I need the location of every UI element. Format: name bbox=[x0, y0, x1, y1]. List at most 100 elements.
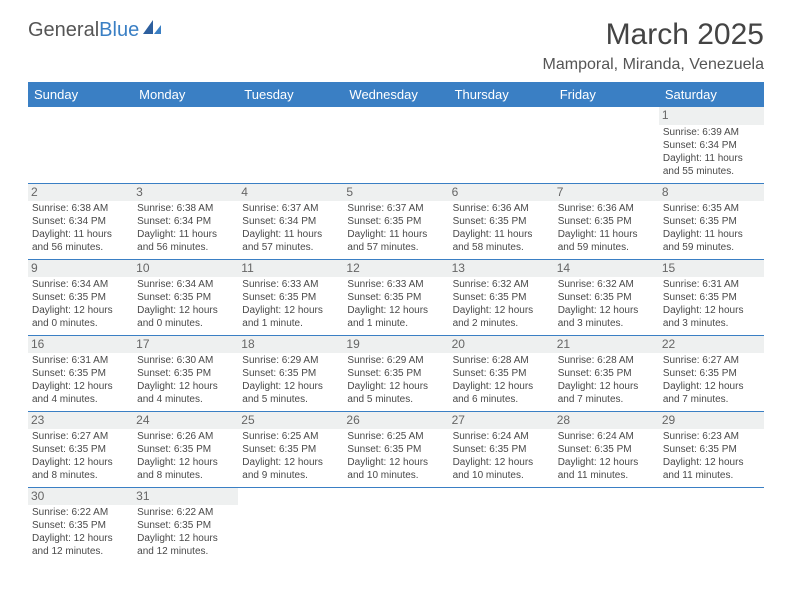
day-number: 17 bbox=[133, 336, 238, 354]
calendar-cell bbox=[659, 487, 764, 563]
cell-text: Daylight: 12 hours bbox=[242, 456, 339, 469]
day-number: 16 bbox=[28, 336, 133, 354]
cell-text: Daylight: 12 hours bbox=[663, 456, 760, 469]
cell-text: and 12 minutes. bbox=[137, 545, 234, 558]
calendar-cell: 22Sunrise: 6:27 AMSunset: 6:35 PMDayligh… bbox=[659, 335, 764, 411]
cell-text: Daylight: 12 hours bbox=[137, 304, 234, 317]
cell-text: Sunset: 6:35 PM bbox=[137, 519, 234, 532]
cell-text: and 0 minutes. bbox=[137, 317, 234, 330]
cell-text: Sunrise: 6:34 AM bbox=[32, 278, 129, 291]
logo-text-a: General bbox=[28, 19, 99, 42]
cell-text: and 10 minutes. bbox=[453, 469, 550, 482]
day-number: 3 bbox=[133, 184, 238, 202]
day-number: 4 bbox=[238, 184, 343, 202]
cell-text: Daylight: 12 hours bbox=[137, 456, 234, 469]
cell-text: and 56 minutes. bbox=[137, 241, 234, 254]
day-number: 25 bbox=[238, 412, 343, 430]
calendar-cell bbox=[28, 107, 133, 183]
sail-icon bbox=[141, 18, 163, 42]
logo-text-b: Blue bbox=[99, 19, 139, 42]
cell-text: Sunset: 6:35 PM bbox=[453, 367, 550, 380]
cell-text: Daylight: 11 hours bbox=[242, 228, 339, 241]
cell-text: Daylight: 12 hours bbox=[347, 456, 444, 469]
calendar-cell: 27Sunrise: 6:24 AMSunset: 6:35 PMDayligh… bbox=[449, 411, 554, 487]
calendar-cell bbox=[133, 107, 238, 183]
cell-text: Sunrise: 6:28 AM bbox=[558, 354, 655, 367]
day-number: 5 bbox=[343, 184, 448, 202]
cell-text: Daylight: 11 hours bbox=[453, 228, 550, 241]
cell-text: Sunset: 6:34 PM bbox=[137, 215, 234, 228]
day-number: 12 bbox=[343, 260, 448, 278]
day-number: 27 bbox=[449, 412, 554, 430]
cell-text: Sunset: 6:35 PM bbox=[137, 291, 234, 304]
cell-text: and 1 minute. bbox=[347, 317, 444, 330]
calendar-row: 1Sunrise: 6:39 AMSunset: 6:34 PMDaylight… bbox=[28, 107, 764, 183]
cell-text: Sunset: 6:34 PM bbox=[242, 215, 339, 228]
cell-text: and 5 minutes. bbox=[347, 393, 444, 406]
calendar-cell bbox=[343, 107, 448, 183]
calendar-cell: 12Sunrise: 6:33 AMSunset: 6:35 PMDayligh… bbox=[343, 259, 448, 335]
calendar-row: 16Sunrise: 6:31 AMSunset: 6:35 PMDayligh… bbox=[28, 335, 764, 411]
cell-text: and 4 minutes. bbox=[137, 393, 234, 406]
cell-text: and 7 minutes. bbox=[663, 393, 760, 406]
cell-text: Sunrise: 6:22 AM bbox=[32, 506, 129, 519]
cell-text: Daylight: 11 hours bbox=[663, 228, 760, 241]
cell-text: Daylight: 12 hours bbox=[663, 304, 760, 317]
title-block: March 2025 Mamporal, Miranda, Venezuela bbox=[543, 18, 764, 74]
calendar-cell: 8Sunrise: 6:35 AMSunset: 6:35 PMDaylight… bbox=[659, 183, 764, 259]
cell-text: Sunrise: 6:33 AM bbox=[242, 278, 339, 291]
day-number: 28 bbox=[554, 412, 659, 430]
calendar-row: 23Sunrise: 6:27 AMSunset: 6:35 PMDayligh… bbox=[28, 411, 764, 487]
calendar-cell: 21Sunrise: 6:28 AMSunset: 6:35 PMDayligh… bbox=[554, 335, 659, 411]
calendar-cell: 13Sunrise: 6:32 AMSunset: 6:35 PMDayligh… bbox=[449, 259, 554, 335]
cell-text: Sunrise: 6:23 AM bbox=[663, 430, 760, 443]
cell-text: and 8 minutes. bbox=[32, 469, 129, 482]
cell-text: Sunrise: 6:30 AM bbox=[137, 354, 234, 367]
day-header: Saturday bbox=[659, 82, 764, 107]
cell-text: Sunrise: 6:37 AM bbox=[347, 202, 444, 215]
cell-text: Sunset: 6:35 PM bbox=[558, 291, 655, 304]
calendar-cell: 23Sunrise: 6:27 AMSunset: 6:35 PMDayligh… bbox=[28, 411, 133, 487]
day-header: Thursday bbox=[449, 82, 554, 107]
calendar-cell: 6Sunrise: 6:36 AMSunset: 6:35 PMDaylight… bbox=[449, 183, 554, 259]
calendar-cell bbox=[238, 107, 343, 183]
cell-text: Sunrise: 6:37 AM bbox=[242, 202, 339, 215]
cell-text: Sunset: 6:35 PM bbox=[453, 291, 550, 304]
cell-text: Sunset: 6:34 PM bbox=[32, 215, 129, 228]
day-number: 18 bbox=[238, 336, 343, 354]
calendar-cell: 10Sunrise: 6:34 AMSunset: 6:35 PMDayligh… bbox=[133, 259, 238, 335]
cell-text: Sunrise: 6:25 AM bbox=[347, 430, 444, 443]
cell-text: Sunset: 6:35 PM bbox=[32, 291, 129, 304]
calendar-row: 9Sunrise: 6:34 AMSunset: 6:35 PMDaylight… bbox=[28, 259, 764, 335]
cell-text: Sunrise: 6:38 AM bbox=[137, 202, 234, 215]
day-number: 10 bbox=[133, 260, 238, 278]
calendar-cell bbox=[554, 107, 659, 183]
cell-text: Sunset: 6:35 PM bbox=[453, 215, 550, 228]
cell-text: Sunset: 6:35 PM bbox=[242, 443, 339, 456]
location: Mamporal, Miranda, Venezuela bbox=[543, 56, 764, 74]
month-title: March 2025 bbox=[543, 18, 764, 52]
cell-text: Sunrise: 6:31 AM bbox=[663, 278, 760, 291]
cell-text: Sunrise: 6:22 AM bbox=[137, 506, 234, 519]
calendar-cell: 4Sunrise: 6:37 AMSunset: 6:34 PMDaylight… bbox=[238, 183, 343, 259]
cell-text: and 11 minutes. bbox=[558, 469, 655, 482]
cell-text: Daylight: 11 hours bbox=[663, 152, 760, 165]
cell-text: Sunset: 6:35 PM bbox=[347, 215, 444, 228]
cell-text: Sunset: 6:35 PM bbox=[242, 291, 339, 304]
calendar-cell: 28Sunrise: 6:24 AMSunset: 6:35 PMDayligh… bbox=[554, 411, 659, 487]
calendar-cell: 18Sunrise: 6:29 AMSunset: 6:35 PMDayligh… bbox=[238, 335, 343, 411]
cell-text: Sunset: 6:35 PM bbox=[32, 367, 129, 380]
cell-text: Sunrise: 6:36 AM bbox=[558, 202, 655, 215]
cell-text: Daylight: 11 hours bbox=[32, 228, 129, 241]
cell-text: and 58 minutes. bbox=[453, 241, 550, 254]
cell-text: Sunset: 6:35 PM bbox=[137, 443, 234, 456]
cell-text: Daylight: 12 hours bbox=[558, 380, 655, 393]
cell-text: and 2 minutes. bbox=[453, 317, 550, 330]
day-header-row: Sunday Monday Tuesday Wednesday Thursday… bbox=[28, 82, 764, 107]
day-number: 29 bbox=[659, 412, 764, 430]
cell-text: Daylight: 12 hours bbox=[558, 304, 655, 317]
cell-text: Sunrise: 6:39 AM bbox=[663, 126, 760, 139]
day-header: Monday bbox=[133, 82, 238, 107]
cell-text: Sunrise: 6:24 AM bbox=[453, 430, 550, 443]
cell-text: Sunrise: 6:24 AM bbox=[558, 430, 655, 443]
